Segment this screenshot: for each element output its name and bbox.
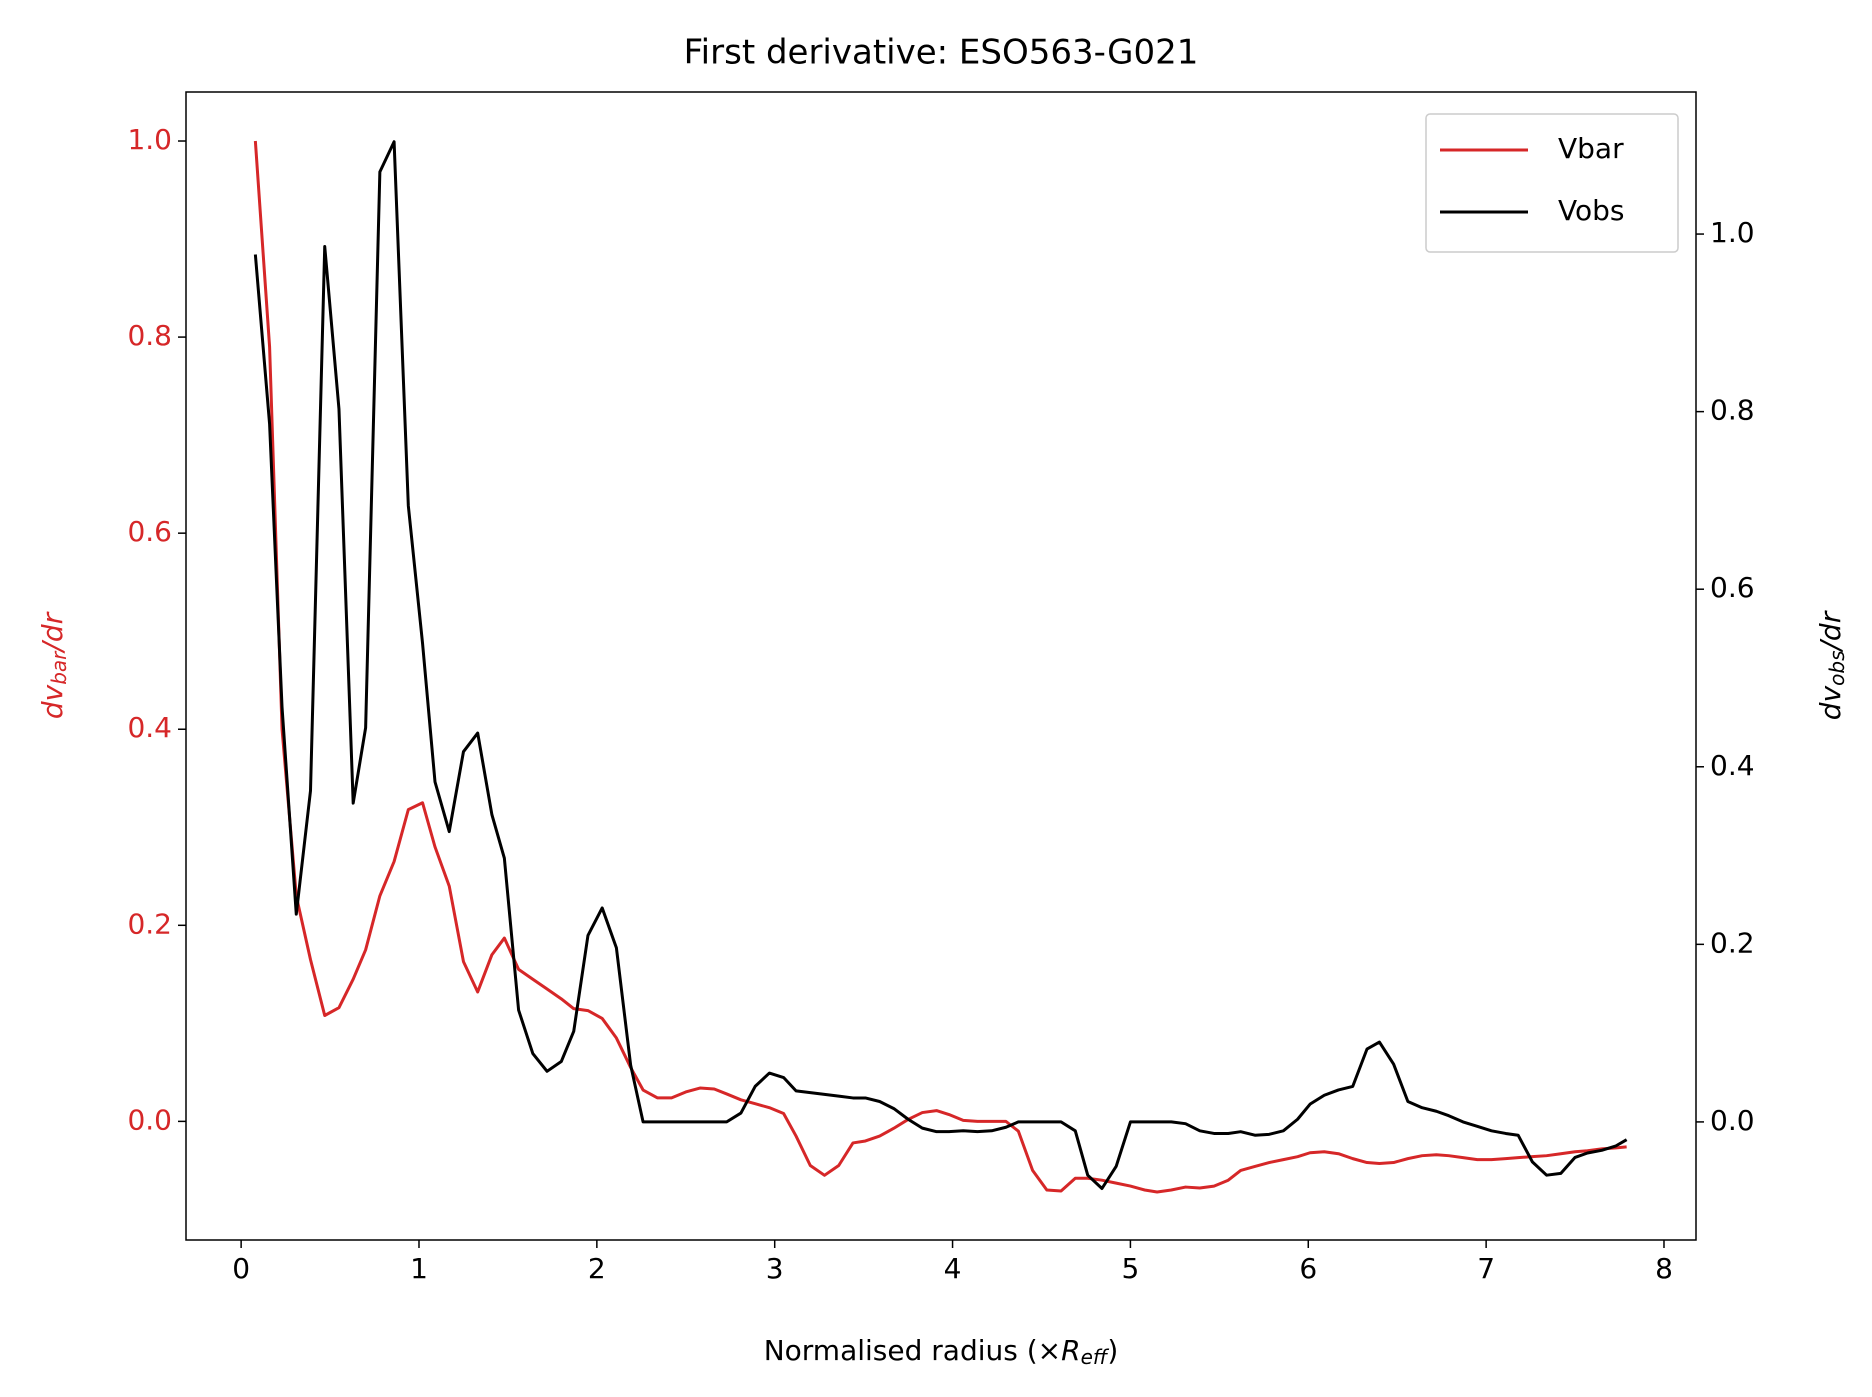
y-label-sub: bar [47, 650, 71, 685]
y-tick-label: 0.0 [127, 1103, 172, 1136]
x-tick-label: 5 [1122, 1252, 1140, 1285]
legend-box [1425, 113, 1679, 253]
y-tick-label: 0.6 [127, 515, 172, 548]
y-tick-label: 0.2 [127, 907, 172, 940]
chart-title: First derivative: ESO563-G021 [684, 33, 1199, 73]
x-tick-label: 1 [410, 1252, 428, 1285]
y2-tick-label: 0.4 [1710, 749, 1755, 782]
y2-tick-label: 0.6 [1710, 571, 1755, 604]
series-line [253, 140, 1627, 1194]
x-label-sub: eff [1081, 1345, 1110, 1369]
legend-label: Vbar [1558, 132, 1624, 165]
x-tick-label: 2 [588, 1252, 606, 1285]
x-label-tail: ) [1107, 1334, 1118, 1367]
x-axis-label: Normalised radius (×Reff) [764, 1334, 1119, 1369]
x-tick-label: 8 [1655, 1252, 1673, 1285]
y2-tick-label: 1.0 [1710, 216, 1755, 249]
y2-tick-label: 0.8 [1710, 394, 1755, 427]
y2-axis-label: dvobs/dr [1814, 610, 1849, 720]
x-tick-label: 0 [232, 1252, 250, 1285]
y2-label-sub: obs [1825, 651, 1849, 686]
series-line [253, 140, 1628, 1190]
y2-label-text: dv [1814, 685, 1847, 720]
y-axis-label: dvbar/dr [36, 611, 71, 719]
x-tick-label: 4 [944, 1252, 962, 1285]
x-label-text: Normalised radius (× [764, 1334, 1061, 1367]
y-label-tail: /dr [36, 611, 69, 654]
y2-label-tail: /dr [1814, 610, 1847, 653]
y-tick-label: 0.8 [127, 319, 172, 352]
y-label-text: dv [36, 684, 69, 719]
legend-label: Vobs [1558, 194, 1624, 227]
y-tick-label: 1.0 [127, 123, 172, 156]
y2-tick-label: 0.0 [1710, 1104, 1755, 1137]
y-tick-label: 0.4 [127, 711, 172, 744]
x-tick-label: 3 [766, 1252, 784, 1285]
x-tick-label: 6 [1299, 1252, 1317, 1285]
x-tick-label: 7 [1477, 1252, 1495, 1285]
y2-tick-label: 0.2 [1710, 926, 1755, 959]
plot-frame [185, 91, 1697, 1241]
x-label-symbol: R [1061, 1334, 1080, 1367]
